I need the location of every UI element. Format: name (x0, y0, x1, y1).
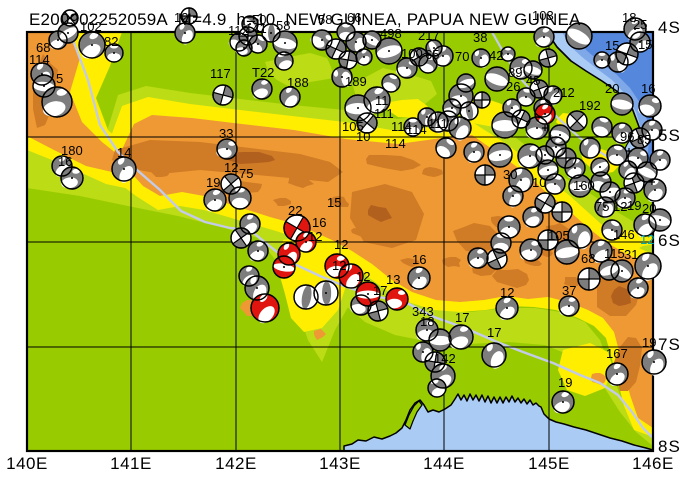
svg-text:192: 192 (579, 98, 601, 113)
svg-text:42: 42 (489, 48, 503, 63)
svg-text:189: 189 (345, 74, 367, 89)
svg-text:12: 12 (308, 229, 322, 244)
svg-text:37: 37 (562, 283, 576, 298)
svg-text:111: 111 (374, 106, 394, 121)
svg-text:18: 18 (622, 10, 636, 25)
svg-text:33: 33 (219, 126, 233, 141)
svg-text:12: 12 (640, 232, 654, 247)
svg-text:58: 58 (276, 18, 290, 33)
svg-text:112: 112 (228, 23, 249, 38)
svg-text:188: 188 (287, 75, 309, 90)
svg-text:68: 68 (581, 251, 595, 266)
svg-text:7S: 7S (658, 335, 681, 354)
svg-text:16: 16 (58, 154, 72, 169)
svg-text:16: 16 (312, 215, 326, 230)
svg-text:145E: 145E (528, 454, 570, 473)
svg-text:14: 14 (117, 145, 131, 160)
svg-text:70: 70 (455, 49, 469, 64)
svg-text:8S: 8S (658, 437, 681, 456)
svg-text:20: 20 (642, 201, 656, 216)
svg-text:143E: 143E (319, 454, 361, 473)
svg-text:114: 114 (29, 52, 50, 67)
svg-text:96: 96 (620, 129, 634, 144)
svg-text:45: 45 (526, 73, 540, 88)
svg-text:19: 19 (627, 198, 641, 213)
svg-text:19: 19 (558, 375, 572, 390)
svg-text:15: 15 (327, 195, 341, 210)
svg-text:16: 16 (412, 252, 426, 267)
svg-text:18: 18 (420, 314, 434, 329)
svg-text:140E: 140E (6, 454, 48, 473)
svg-text:26: 26 (506, 79, 520, 94)
svg-text:T22: T22 (252, 65, 274, 80)
svg-text:117: 117 (210, 66, 231, 81)
svg-text:25: 25 (633, 17, 647, 32)
svg-text:217: 217 (418, 28, 440, 43)
svg-text:5: 5 (56, 71, 63, 86)
svg-text:105: 105 (342, 119, 364, 134)
svg-text:102: 102 (80, 19, 102, 34)
svg-text:17: 17 (373, 283, 387, 298)
svg-text:66: 66 (347, 10, 361, 25)
svg-text:85: 85 (637, 132, 651, 147)
svg-text:10: 10 (356, 129, 370, 144)
svg-text:12: 12 (500, 285, 514, 300)
svg-text:12: 12 (224, 160, 238, 175)
svg-text:141: 141 (245, 21, 267, 36)
svg-text:141E: 141E (110, 454, 152, 473)
svg-text:19: 19 (642, 335, 656, 350)
svg-text:144E: 144E (423, 454, 465, 473)
svg-text:180: 180 (61, 143, 83, 158)
svg-text:16: 16 (641, 81, 655, 96)
svg-text:114: 114 (385, 136, 406, 151)
svg-text:10: 10 (532, 175, 546, 190)
svg-text:E200902252059A M=4.9 h=10 N: E200902252059A M=4.9 h=10 NEW GUINEA, PA… (29, 10, 581, 29)
svg-text:103: 103 (532, 8, 554, 23)
svg-text:212: 212 (553, 85, 575, 100)
svg-text:50: 50 (252, 12, 266, 27)
svg-text:20: 20 (605, 81, 619, 96)
svg-text:146: 146 (613, 227, 635, 242)
svg-text:13: 13 (386, 272, 400, 287)
svg-text:19: 19 (206, 175, 220, 190)
svg-text:142E: 142E (215, 454, 257, 473)
svg-text:111: 111 (428, 116, 448, 131)
svg-text:15: 15 (605, 38, 619, 53)
svg-text:12: 12 (356, 269, 370, 284)
svg-text:115: 115 (604, 246, 625, 261)
svg-text:5S: 5S (658, 126, 681, 145)
svg-text:12: 12 (613, 199, 627, 214)
svg-text:75: 75 (239, 166, 253, 181)
svg-text:105: 105 (548, 228, 570, 243)
svg-text:17: 17 (455, 310, 469, 325)
svg-text:4S: 4S (658, 18, 681, 37)
svg-text:12: 12 (332, 258, 346, 273)
svg-text:65: 65 (425, 47, 439, 62)
svg-text:38: 38 (473, 30, 487, 45)
svg-text:31: 31 (624, 247, 638, 262)
svg-text:11: 11 (375, 93, 389, 108)
svg-text:100: 100 (401, 46, 423, 61)
svg-text:160: 160 (573, 178, 595, 193)
svg-text:75: 75 (595, 199, 609, 214)
svg-text:82: 82 (104, 34, 118, 49)
svg-text:12: 12 (334, 237, 348, 252)
svg-text:30: 30 (503, 167, 517, 182)
svg-text:17: 17 (487, 325, 501, 340)
svg-text:498: 498 (380, 26, 402, 41)
svg-text:22: 22 (288, 203, 302, 218)
svg-text:142: 142 (434, 351, 456, 366)
svg-text:58: 58 (318, 12, 332, 27)
svg-text:167: 167 (606, 346, 628, 361)
svg-text:114: 114 (406, 122, 427, 137)
svg-text:89: 89 (508, 65, 522, 80)
svg-text:12: 12 (174, 10, 188, 25)
svg-text:114: 114 (391, 119, 412, 134)
svg-text:6S: 6S (658, 231, 681, 250)
svg-text:343: 343 (412, 304, 434, 319)
svg-text:15: 15 (638, 37, 652, 52)
svg-text:68: 68 (36, 40, 50, 55)
svg-text:146E: 146E (632, 454, 674, 473)
